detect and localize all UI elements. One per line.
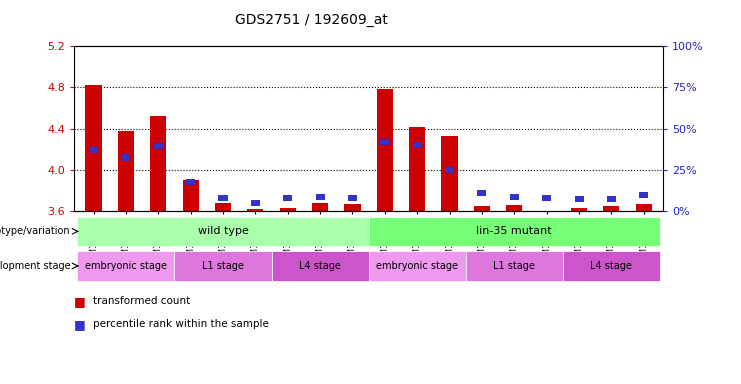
Text: lin-35 mutant: lin-35 mutant	[476, 226, 552, 237]
Bar	[603, 206, 619, 211]
Text: transformed count: transformed count	[93, 296, 190, 306]
Bar	[442, 136, 458, 211]
Bar	[368, 217, 660, 246]
Bar	[477, 190, 486, 196]
Bar	[445, 167, 454, 173]
Bar	[409, 127, 425, 211]
Bar	[510, 194, 519, 200]
Bar	[636, 204, 652, 211]
Bar	[607, 196, 616, 202]
Bar	[77, 251, 174, 281]
Text: development stage: development stage	[0, 261, 70, 271]
Bar	[348, 195, 357, 201]
Bar	[186, 179, 195, 185]
Bar	[77, 217, 368, 246]
Text: L4 stage: L4 stage	[299, 261, 341, 271]
Text: ■: ■	[74, 318, 86, 331]
Text: embryonic stage: embryonic stage	[376, 261, 458, 271]
Bar	[279, 208, 296, 211]
Bar	[174, 251, 271, 281]
Bar	[368, 251, 466, 281]
Bar	[376, 89, 393, 211]
Bar	[215, 203, 231, 211]
Bar	[506, 205, 522, 211]
Bar	[118, 131, 134, 211]
Text: L1 stage: L1 stage	[494, 261, 535, 271]
Bar	[466, 251, 563, 281]
Bar	[250, 200, 260, 206]
Bar	[283, 195, 292, 201]
Text: percentile rank within the sample: percentile rank within the sample	[93, 319, 268, 329]
Bar	[563, 251, 660, 281]
Bar	[122, 154, 130, 161]
Bar	[473, 206, 490, 211]
Bar	[413, 142, 422, 148]
Bar	[150, 116, 166, 211]
Bar	[247, 209, 264, 211]
Bar	[316, 194, 325, 200]
Bar	[153, 143, 163, 149]
Bar	[219, 195, 227, 201]
Text: GDS2751 / 192609_at: GDS2751 / 192609_at	[235, 13, 388, 27]
Text: genotype/variation: genotype/variation	[0, 226, 70, 237]
Text: wild type: wild type	[198, 226, 248, 237]
Bar	[380, 139, 389, 145]
Bar	[182, 180, 199, 211]
Bar	[312, 203, 328, 211]
Text: L1 stage: L1 stage	[202, 261, 244, 271]
Bar	[542, 195, 551, 201]
Text: L4 stage: L4 stage	[591, 261, 632, 271]
Bar	[85, 85, 102, 211]
Bar	[271, 251, 368, 281]
Bar	[571, 208, 587, 211]
Text: embryonic stage: embryonic stage	[85, 261, 167, 271]
Bar	[345, 204, 361, 211]
Bar	[574, 196, 584, 202]
Text: ■: ■	[74, 295, 86, 308]
Bar	[639, 192, 648, 198]
Bar	[89, 147, 98, 153]
